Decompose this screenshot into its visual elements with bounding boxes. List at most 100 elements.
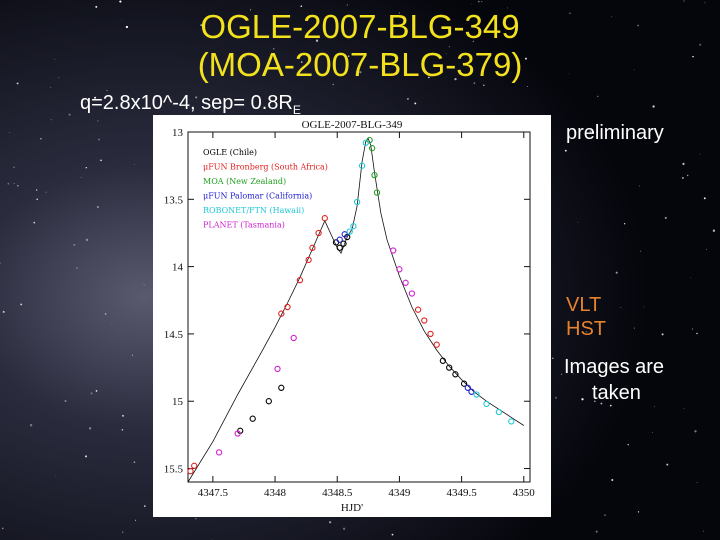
- star: [568, 73, 570, 75]
- star: [427, 76, 430, 79]
- star: [406, 97, 409, 100]
- star: [696, 481, 698, 484]
- data-point: [191, 462, 198, 469]
- star: [600, 402, 603, 405]
- star: [20, 303, 23, 306]
- star: [359, 71, 362, 74]
- star: [68, 113, 71, 116]
- star: [211, 538, 213, 540]
- star: [315, 39, 319, 42]
- data-point: [390, 247, 397, 254]
- star: [104, 313, 107, 315]
- star: [639, 250, 642, 252]
- star: [125, 25, 129, 29]
- data-point: [336, 244, 343, 251]
- star: [589, 130, 592, 133]
- star: [473, 82, 476, 85]
- data-point: [284, 303, 291, 311]
- star: [691, 328, 694, 330]
- star: [85, 167, 87, 169]
- images-note-line2: taken: [592, 382, 641, 404]
- data-point: [460, 380, 468, 387]
- star: [90, 392, 93, 395]
- star: [483, 84, 485, 87]
- params-text: q=2.8x10^-4, sep= 0.8R: [80, 92, 293, 114]
- data-point: [483, 400, 490, 408]
- star: [54, 58, 56, 60]
- star: [481, 1, 483, 3]
- data-point: [368, 145, 376, 152]
- star: [342, 527, 346, 530]
- legend-entry: MOA (New Zealand): [203, 177, 286, 186]
- x-tick-label: 4348: [264, 487, 287, 499]
- star: [633, 327, 635, 329]
- star: [346, 4, 348, 6]
- y-tick-label: 15: [172, 396, 184, 408]
- star: [7, 182, 10, 185]
- star: [84, 102, 86, 104]
- star: [1, 527, 4, 530]
- star: [9, 132, 11, 133]
- star: [237, 14, 239, 16]
- star: [552, 357, 554, 359]
- star: [55, 475, 56, 477]
- star: [88, 427, 92, 430]
- star: [611, 16, 613, 18]
- star: [609, 404, 612, 407]
- star: [111, 322, 113, 324]
- y-tick-label: 14: [172, 262, 184, 274]
- data-point: [278, 384, 285, 391]
- star: [572, 373, 574, 375]
- star: [654, 406, 656, 408]
- star: [16, 82, 19, 85]
- star: [692, 55, 694, 58]
- star: [506, 7, 508, 9]
- light-curve-panel: OGLE-2007-BLG-349 4347.5 4348 4348.5 4349 43…: [153, 115, 551, 517]
- slide-title-line1: OGLE-2007-BLG-349: [200, 8, 520, 45]
- star: [122, 531, 124, 533]
- y-tick-label: 13.5: [164, 194, 184, 206]
- star: [623, 223, 626, 225]
- images-note-line1: Images are: [564, 356, 665, 378]
- data-point: [358, 162, 366, 169]
- star: [45, 191, 47, 193]
- x-tick-label: 4350: [513, 487, 536, 499]
- star: [637, 511, 640, 513]
- vlt-note: VLT: [566, 294, 602, 316]
- star: [200, 24, 203, 27]
- star: [13, 183, 15, 185]
- star: [652, 105, 655, 108]
- star: [585, 330, 588, 333]
- star: [29, 424, 33, 427]
- data-point: [234, 430, 241, 437]
- star: [212, 110, 214, 112]
- data-point: [265, 398, 272, 405]
- star: [470, 3, 472, 5]
- data-point: [215, 449, 223, 456]
- star: [121, 428, 124, 431]
- data-point: [439, 357, 447, 364]
- data-point: [249, 415, 256, 422]
- star: [73, 243, 76, 246]
- star: [643, 306, 645, 308]
- preliminary-note: preliminary: [566, 122, 664, 144]
- star: [243, 55, 246, 58]
- data-point: [414, 306, 422, 313]
- star: [640, 362, 642, 364]
- star: [64, 400, 67, 402]
- chart-title: OGLE-2007-BLG-349: [302, 119, 403, 131]
- star: [36, 189, 38, 191]
- star: [300, 5, 303, 8]
- star: [445, 76, 447, 78]
- data-point: [336, 236, 343, 243]
- star: [664, 216, 667, 219]
- star: [687, 174, 689, 177]
- x-axis-label: HJD': [341, 502, 363, 514]
- star: [195, 518, 197, 520]
- star: [143, 505, 146, 507]
- star: [98, 138, 100, 141]
- star: [690, 277, 692, 279]
- star: [611, 478, 614, 482]
- star: [478, 0, 480, 3]
- star: [597, 324, 599, 325]
